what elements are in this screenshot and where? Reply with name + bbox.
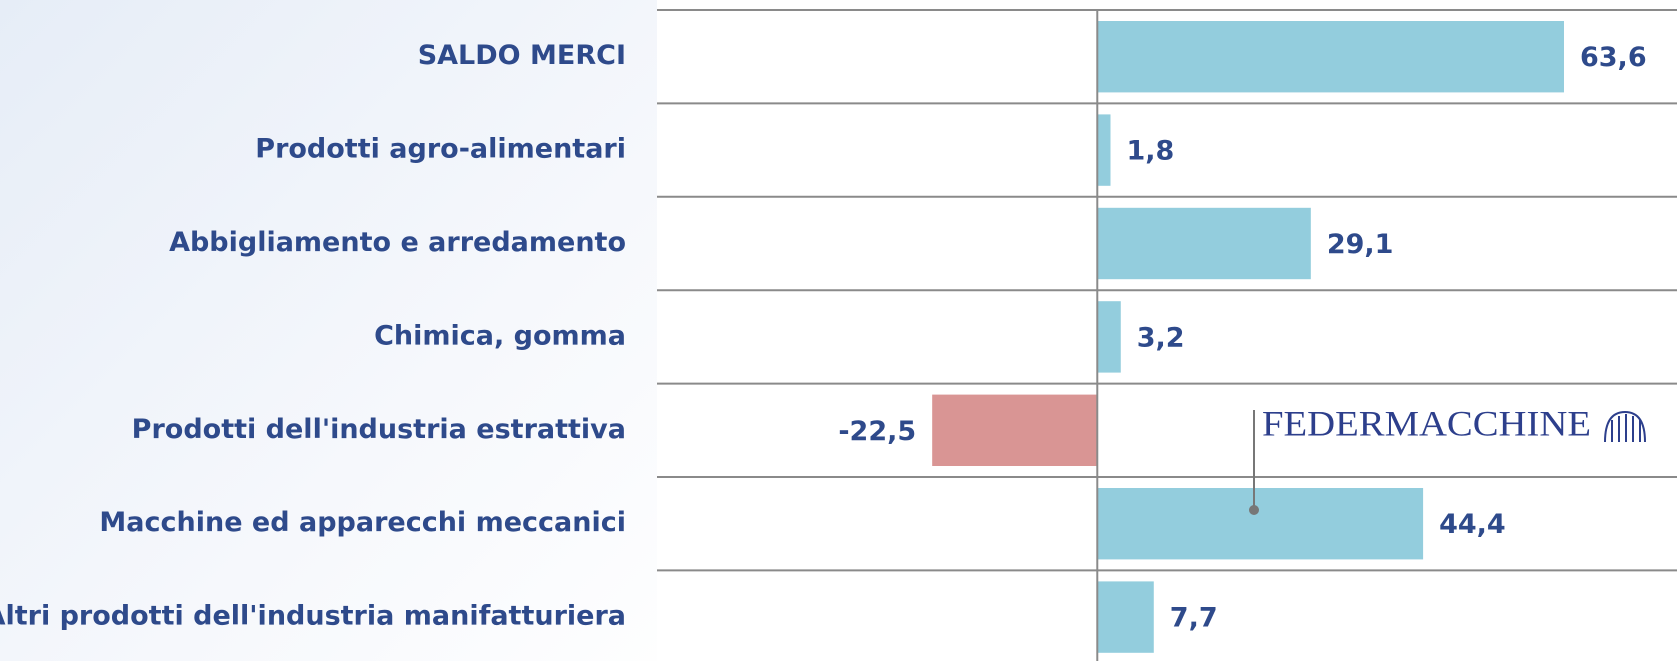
value-label: 29,1 [1327,229,1394,260]
bar [1097,207,1311,280]
value-label: 63,6 [1580,42,1647,73]
category-label: Chimica, gomma [374,320,626,351]
logo [1604,410,1646,443]
category-label: Macchine ed apparecchi meccanici [99,507,626,538]
bar [1097,21,1564,93]
category-label: SALDO MERCI [418,40,626,71]
marks: SALDO MERCI 63,6 Prodotti agro-alimentari 1… [0,9,1677,661]
category-label: Prodotti dell'industria estrattiva [132,414,626,445]
value-label: 44,4 [1439,509,1506,540]
bar [1097,301,1121,373]
category-label: Abbigliamento e arredamento [169,227,626,258]
bar [932,394,1098,466]
category-label: Altri prodotti dell'industria manifattur… [0,601,626,632]
value-label: -22,5 [838,416,916,447]
bar [1097,581,1154,653]
bar [1097,488,1424,560]
value-label: 7,7 [1170,603,1218,634]
callout-dot [1249,505,1259,515]
value-label: 1,8 [1126,136,1174,167]
bar [1097,114,1111,186]
annotation: FEDERMACCHINE [1262,403,1591,443]
category-label: Prodotti agro-alimentari [255,134,626,165]
value-label: 3,2 [1137,322,1185,353]
